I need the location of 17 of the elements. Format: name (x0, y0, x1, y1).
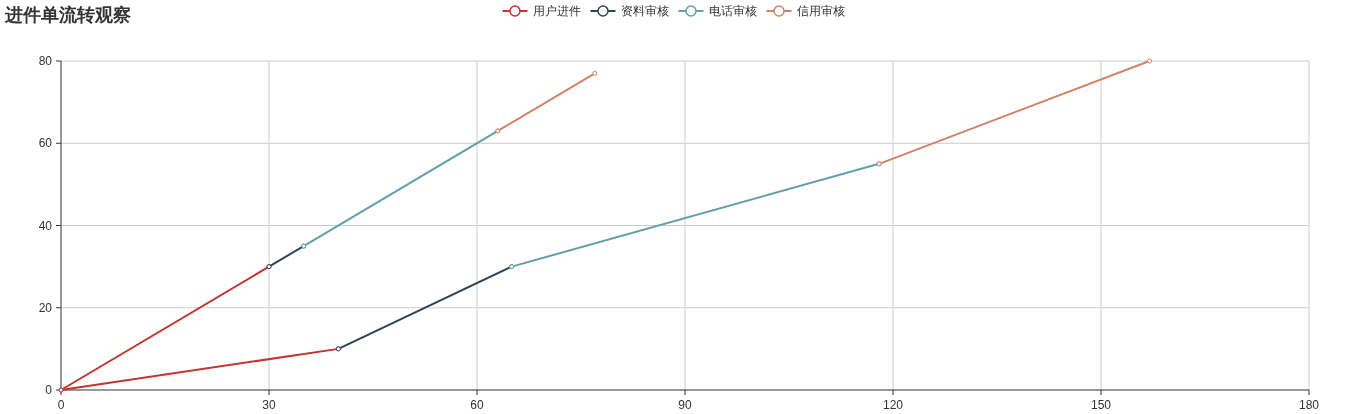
x-tick-label: 180 (1299, 398, 1319, 412)
y-tick-label: 80 (38, 54, 52, 68)
x-tick-label: 0 (57, 398, 65, 412)
y-tick-label: 20 (38, 300, 52, 315)
x-tick-label: 120 (883, 398, 903, 412)
x-tick-label: 30 (262, 398, 276, 412)
x-tick-label: 150 (1091, 398, 1111, 412)
y-tick-label: 40 (38, 218, 52, 233)
legend-label: 用户进件 (532, 4, 581, 18)
x-tick-label: 60 (470, 398, 484, 412)
title: 进件单流转观察 (5, 5, 131, 25)
legend-label: 信用审核 (796, 4, 845, 18)
x-tick-label: 90 (678, 398, 692, 412)
legend-label: 资料审核 (620, 4, 669, 18)
y-tick-label: 0 (45, 383, 52, 397)
legend-label: 电话审核 (708, 4, 757, 18)
y-tick-label: 60 (38, 136, 52, 151)
